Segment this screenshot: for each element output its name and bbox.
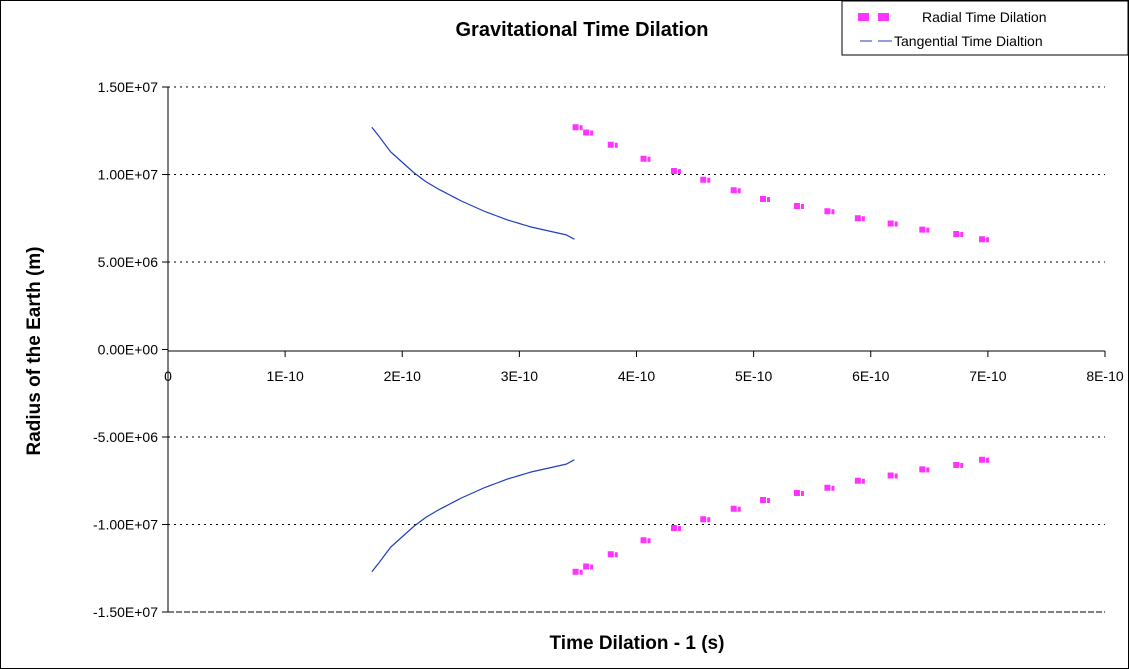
y-tick-label: -1.50E+07 [93,604,158,620]
y-axis-title: Radius of the Earth (m) [24,246,45,455]
data-point [887,220,894,227]
chart-title: Gravitational Time Dilation [455,19,708,41]
legend-swatch [858,13,869,21]
data-point [640,537,647,544]
data-point-dash [766,498,770,503]
data-point [583,129,590,136]
series-line [371,126,575,240]
series-tangential [371,126,575,573]
data-point-dash [861,478,865,484]
data-point-dash [707,177,711,183]
x-tick-label: 5E-10 [735,368,773,384]
data-point-dash [677,169,681,174]
data-point [979,456,986,463]
data-point-dash [800,491,804,496]
data-point [793,490,800,496]
x-tick-label: 6E-10 [852,368,890,384]
data-point [607,551,614,558]
data-point-dash [707,517,711,523]
data-point [793,203,800,209]
data-point [583,563,590,570]
x-ticks: 0 1E-10 2E-10 3E-10 4E-10 5E-10 6E-10 7E-10 8E-1… [164,351,1124,384]
data-point [979,236,986,243]
data-point-dash [590,564,594,570]
legend: Radial Time Dilation Tangential Time Dial… [841,0,1129,56]
data-point-dash [960,232,964,237]
y-tick-label: -1.00E+07 [93,517,158,533]
series-radial [572,124,990,575]
x-axis-title: Time Dilation - 1 (s) [550,633,725,654]
legend-swatch [878,13,889,21]
legend-label: Radial Time Dilation [922,9,1047,25]
y-tick-label: 1.50E+07 [98,79,159,95]
data-point-dash [986,237,990,243]
data-point [887,472,894,479]
y-tick-label: 0.00E+00 [98,342,159,358]
data-point-dash [766,197,770,202]
x-tick-label: 7E-10 [969,368,1007,384]
y-tick-label: 1.00E+07 [98,167,159,183]
data-point [700,516,707,523]
data-point-dash [926,467,930,473]
data-point-dash [831,485,835,491]
data-point-dash [831,209,835,215]
data-point-dash [614,552,618,558]
data-point [607,141,614,148]
x-tick-label: 2E-10 [384,368,422,384]
y-tick-label: -5.00E+06 [93,429,158,445]
data-point-dash [800,204,804,209]
data-point-dash [590,130,594,136]
data-point [759,497,766,503]
series-line [371,459,575,573]
data-point [670,525,677,531]
data-point-dash [579,569,583,575]
data-point [953,462,960,468]
data-point [854,477,861,484]
data-point-dash [926,227,930,233]
y-ticks: 1.50E+07 1.00E+07 5.00E+06 0.00E+00 -5.00E+0… [93,79,168,620]
data-point [572,568,579,575]
x-tick-label: 4E-10 [618,368,656,384]
series [371,124,990,575]
data-point [824,208,831,215]
data-point-dash [960,463,964,468]
legend-label: Tangential Time Dialtion [894,33,1043,49]
data-point-dash [737,188,741,194]
x-tick-label: 3E-10 [501,368,539,384]
data-point [572,124,579,131]
data-point [919,226,926,233]
data-point [730,187,737,194]
axes [167,87,1105,612]
data-point-dash [579,125,583,131]
data-point-dash [986,457,990,463]
data-point-dash [647,538,651,544]
data-point [700,176,707,183]
x-tick-label: 0 [164,368,172,384]
data-point [730,505,737,512]
data-point-dash [894,221,898,227]
y-tick-label: 5.00E+06 [98,254,159,270]
data-point-dash [894,473,898,479]
data-point [854,215,861,222]
data-point-dash [737,506,741,512]
x-tick-label: 8E-10 [1086,368,1124,384]
data-point [640,155,647,162]
legend-box [841,0,1129,56]
data-point [759,196,766,202]
data-point-dash [647,156,651,162]
data-point [953,231,960,237]
gridlines [168,86,1105,613]
x-tick-label: 1E-10 [266,368,304,384]
data-point-dash [861,216,865,222]
data-point [670,168,677,174]
data-point [824,484,831,491]
data-point-dash [614,142,618,148]
data-point-dash [677,526,681,531]
data-point [919,466,926,473]
